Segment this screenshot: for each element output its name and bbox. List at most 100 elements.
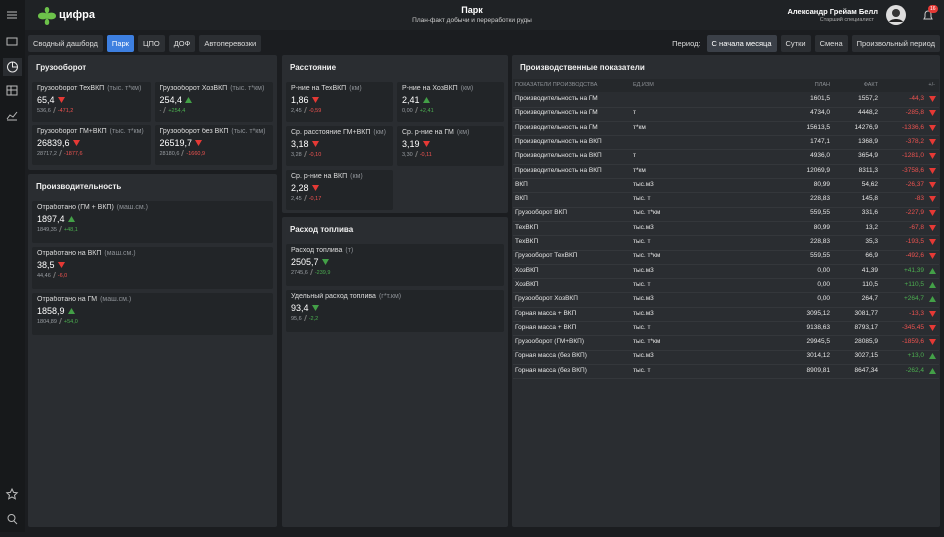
row-divider (513, 378, 939, 380)
table-cell-diff: -193,5 (905, 238, 924, 245)
metric-card: Отработано (ГМ + ВКП) (маш.см.) 1897,4 1849… (32, 201, 273, 243)
metric-card: Отработано на ГМ (маш.см.) 1858,9 1804,89 +5… (32, 293, 273, 335)
metric-card: Ср. расстояние ГМ+ВКП (км) 3,18 3,28 -0,10 (286, 126, 393, 166)
period-option[interactable]: Произвольный период (851, 35, 940, 52)
trend-arrow (929, 281, 936, 288)
search-icon[interactable] (7, 514, 16, 522)
metric-value-row: 93,4 (291, 303, 499, 313)
logo-mark (38, 7, 56, 25)
trend-arrow (57, 97, 65, 103)
period-option[interactable]: Смена (814, 35, 848, 52)
row-divider (513, 263, 939, 265)
tab[interactable]: Парк (106, 35, 134, 52)
metric-diff: -1877,6 (63, 151, 83, 157)
metric-unit: (тыс. т*км) (107, 85, 142, 92)
row-divider (513, 249, 939, 251)
table-cell-plan: 4936,0 (810, 152, 830, 160)
metric-value: 65,4 (37, 95, 55, 105)
table-cell-fact: 14276,9 (854, 123, 879, 131)
table-cell-fact: 331,6 (861, 209, 878, 217)
table-cell-plan: 228,83 (810, 238, 830, 245)
row-divider (513, 335, 939, 337)
separator (58, 226, 62, 232)
logo-text: цифра (59, 9, 95, 21)
tab[interactable]: Сводный дашборд (28, 35, 103, 52)
table-cell-plan: 0,00 (817, 295, 830, 303)
metric-plan: 536,6 (37, 108, 51, 114)
metric-diff: -1660,9 (186, 151, 206, 157)
metric-value-row: 65,4 (37, 95, 146, 105)
metric-name: Ср. р-ние на ВКП (291, 173, 348, 180)
monitor-icon[interactable] (6, 37, 18, 46)
menu-icon[interactable] (7, 11, 17, 19)
arrow-cell (929, 124, 936, 143)
trend-arrow (311, 185, 319, 191)
table-cell-name: Горная масса + ВКП (515, 309, 577, 317)
table-cell-fact: 8647,34 (854, 366, 879, 374)
table-cell-diff: -227,9 (905, 209, 924, 217)
arrow-cell (929, 153, 936, 171)
metric-title: Отработано на ГМ (маш.см.) (37, 296, 268, 303)
table-cell-diff: +264,7 (903, 295, 924, 303)
separator (52, 107, 56, 113)
arrow-cell (929, 253, 936, 271)
period-option[interactable]: С начала месяца (706, 35, 777, 52)
table-cell-diff: -1281,0 (901, 152, 924, 160)
metric-unit: (тыс. т*км) (230, 85, 265, 92)
table-cell-name: Производительность на ВКП (515, 137, 602, 145)
separator (414, 151, 418, 157)
table-cell-plan: 4734,0 (810, 109, 830, 117)
period-option[interactable]: Сутки (780, 35, 811, 52)
arrow-cell (929, 196, 936, 214)
table-cell-diff: -67,8 (909, 223, 924, 231)
row-divider (513, 163, 939, 165)
arrow-cell (929, 110, 936, 128)
arrow-cell (929, 310, 936, 329)
tab[interactable]: ЦПО (137, 35, 165, 52)
separator (414, 107, 418, 113)
column-header: ЕД.ИЗМ (633, 82, 654, 88)
metric-unit: (км) (373, 129, 386, 136)
tab[interactable]: Автоперевозки (199, 35, 262, 52)
avatar[interactable] (885, 4, 907, 26)
metric-unit: (км) (349, 85, 362, 92)
table-header-bg (513, 79, 939, 92)
line-icon[interactable] (6, 111, 18, 121)
metric-plan: 2745,6 (291, 270, 308, 276)
table-cell-name: ХозВКП (515, 266, 539, 274)
metric-plan: 0,00 (402, 108, 413, 114)
metric-title: Отработано на ВКП (маш.см.) (37, 250, 268, 257)
row-divider (513, 149, 939, 151)
metric-diff: -239,9 (314, 270, 331, 276)
row-divider (513, 206, 939, 208)
table-cell-unit: т (633, 152, 636, 160)
metric-plan: 95,6 (291, 316, 302, 322)
table-cell-name: Производительность на ГМ (515, 123, 598, 131)
table-cell-unit: тыс. т*км (633, 252, 661, 260)
table-cell-plan: 29945,5 (806, 338, 831, 346)
metric-title: Ср. р-ние на ВКП (км) (291, 173, 388, 180)
trend-arrow (929, 267, 936, 274)
page-subtitle: План-факт добычи и переработки руды (412, 17, 532, 24)
metric-value-row: 254,4 (160, 95, 269, 105)
arrow-cell (929, 281, 936, 300)
table-cell-fact: 66,9 (865, 252, 878, 260)
row-divider (513, 349, 939, 351)
arrow-cell (929, 324, 936, 343)
metric-plan: 2,45 (291, 196, 302, 202)
star-icon[interactable] (5, 487, 19, 500)
trend-arrow (57, 262, 65, 268)
table-cell-unit: тыс. т (633, 366, 651, 374)
table-cell-diff: -1336,6 (901, 123, 924, 131)
metric-name: Отработано на ВКП (37, 250, 102, 257)
metric-card: Р-ние на ХозВКП (км) 2,41 0,00 +2,41 (397, 82, 504, 122)
metric-card: Расход топлива (т) 2505,7 2745,6 -239,9 (286, 244, 504, 286)
tab[interactable]: ДОФ (168, 35, 196, 52)
metric-diff: +254,4 (168, 108, 186, 114)
metric-card: Грузооборот ХозВКП (тыс. т*км) 254,4 - +254,… (154, 82, 273, 122)
table-cell-fact: 1557,2 (858, 95, 878, 102)
metric-diff: +54,0 (63, 319, 78, 325)
table-cell-fact: 8311,3 (858, 166, 878, 174)
table-cell-plan: 9138,63 (806, 323, 831, 331)
